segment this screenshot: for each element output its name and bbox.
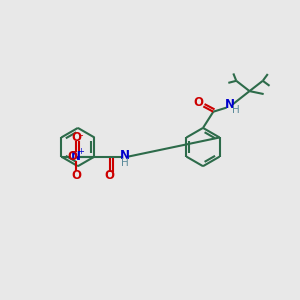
Text: N: N [224, 98, 235, 111]
Text: -: - [79, 130, 82, 140]
Text: O: O [67, 150, 77, 163]
Text: N: N [120, 149, 130, 162]
Text: H: H [121, 158, 128, 168]
Text: H: H [232, 105, 240, 115]
Text: O: O [194, 96, 204, 109]
Text: N: N [71, 149, 81, 163]
Text: O: O [71, 169, 81, 182]
Text: +: + [77, 147, 84, 156]
Text: O: O [71, 131, 81, 144]
Text: O: O [105, 169, 115, 182]
